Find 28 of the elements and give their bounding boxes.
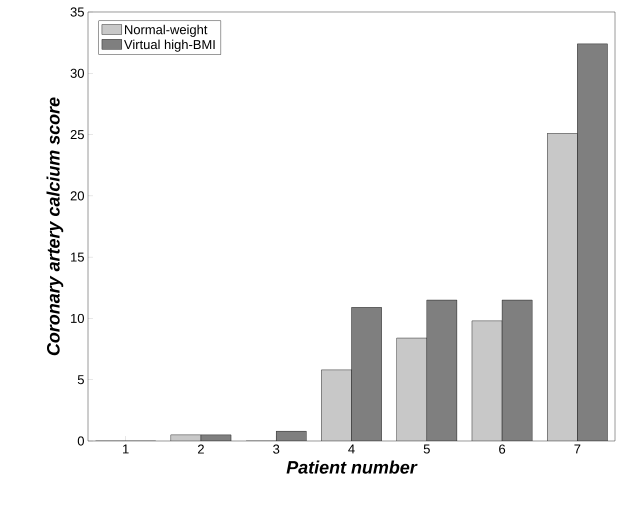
bar — [426, 300, 457, 441]
legend-label: Normal-weight — [125, 24, 208, 37]
bar — [276, 431, 306, 441]
bar — [321, 370, 352, 441]
y-tick-label: 10 — [71, 314, 84, 324]
bar — [472, 320, 502, 441]
y-tick-label: 0 — [78, 436, 84, 446]
bar — [502, 300, 532, 441]
x-axis-title: Patient number — [286, 460, 418, 474]
y-tick-label: 35 — [70, 7, 84, 17]
x-tick-label: 4 — [348, 444, 355, 454]
y-tick-label: 5 — [78, 375, 84, 384]
bar — [352, 307, 382, 441]
x-tick-label: 1 — [123, 444, 129, 454]
bar — [547, 133, 578, 441]
y-tick-label: 30 — [70, 68, 84, 78]
y-tick-label: 15 — [71, 252, 84, 262]
y-tick-label: 25 — [70, 130, 84, 140]
x-tick-label: 5 — [424, 444, 430, 454]
y-axis-title: Coronary artery calcium score — [46, 97, 64, 356]
legend-label: Virtual high-BMI — [124, 40, 215, 52]
bar — [396, 338, 427, 441]
x-tick-label: 7 — [574, 444, 580, 454]
x-tick-label: 2 — [198, 444, 204, 454]
y-tick-label: 20 — [70, 191, 84, 200]
bar — [577, 44, 608, 441]
x-tick-label: 6 — [499, 444, 506, 454]
x-tick-label: 3 — [273, 444, 280, 454]
